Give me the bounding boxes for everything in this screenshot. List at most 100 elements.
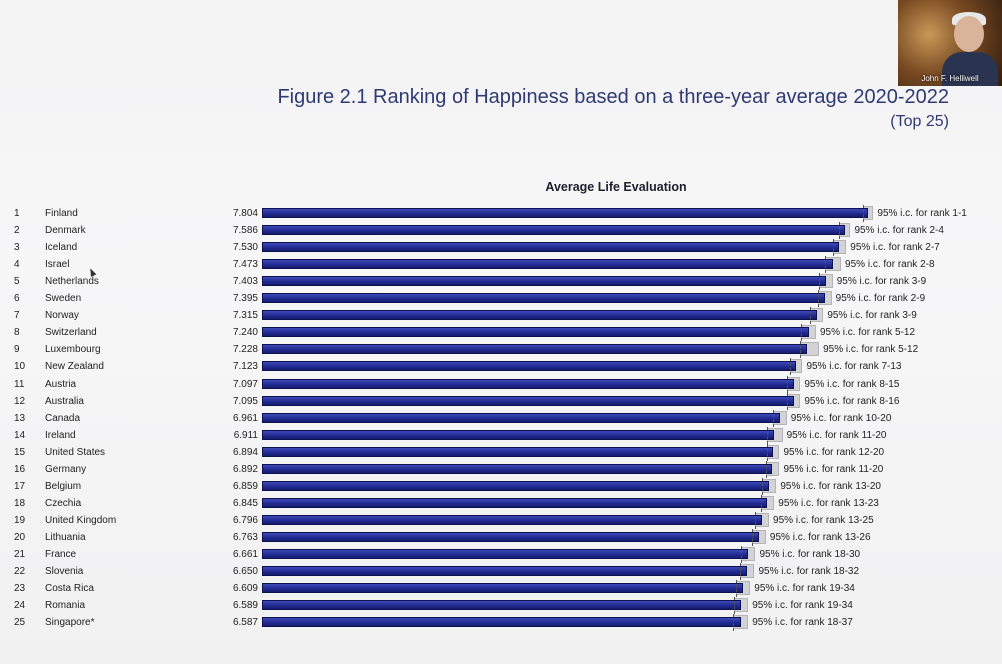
value-label: 6.859 xyxy=(232,480,258,492)
country-label: Iceland xyxy=(45,242,78,254)
confidence-interval-label: 95% i.c. for rank 12-20 xyxy=(783,446,885,458)
bar xyxy=(262,344,808,355)
rank-label: 13 xyxy=(14,412,26,424)
rank-label: 20 xyxy=(14,531,26,543)
rank-label: 15 xyxy=(14,446,26,458)
country-label: Norway xyxy=(45,310,79,322)
country-label: Costa Rica xyxy=(45,583,94,595)
bar xyxy=(262,566,748,577)
bar xyxy=(262,259,834,270)
confidence-interval-label: 95% i.c. for rank 11-20 xyxy=(783,463,884,475)
chart-row: 2 Denmark 7.586 95% i.c. for rank 2-4 xyxy=(0,222,1002,240)
bar xyxy=(262,310,817,321)
confidence-interval-marker xyxy=(832,239,834,257)
bar xyxy=(262,225,845,236)
bar xyxy=(262,327,809,338)
rank-label: 21 xyxy=(14,549,26,560)
value-label: 6.911 xyxy=(233,429,258,441)
chart-row: 1 Finland 7.804 95% i.c. for rank 1-1 xyxy=(0,205,1002,222)
chart-row: 20 Lithuania 6.763 95% i.c. for rank 13-26 xyxy=(0,528,1002,546)
confidence-interval-marker xyxy=(740,546,742,563)
value-label: 6.894 xyxy=(232,446,258,458)
confidence-interval-marker xyxy=(765,460,767,478)
country-label: Slovenia xyxy=(45,566,84,578)
rank-label: 1 xyxy=(14,208,20,219)
confidence-interval-marker xyxy=(755,511,757,529)
country-label: Lithuania xyxy=(45,531,86,543)
confidence-interval-marker xyxy=(766,443,768,461)
chart-row: 25 Singapore* 6.587 95% i.c. for rank 18-37 xyxy=(0,614,1002,632)
rank-label: 24 xyxy=(14,600,26,612)
bar xyxy=(262,617,741,628)
chart-row: 7 Norway 7.315 95% i.c. for rank 3-9 xyxy=(0,307,1002,325)
confidence-interval-label: 95% i.c. for rank 2-9 xyxy=(835,293,926,305)
country-label: Ireland xyxy=(45,429,76,441)
value-label: 7.530 xyxy=(232,242,258,254)
bar xyxy=(262,429,775,440)
chart-subtitle: (Top 25) xyxy=(890,113,949,130)
chart-row: 5 Netherlands 7.403 95% i.c. for rank 3-9 xyxy=(0,273,1002,291)
confidence-interval-label: 95% i.c. for rank 3-9 xyxy=(827,310,917,322)
chart-row: 10 New Zealand 7.123 95% i.c. for rank 7-13 xyxy=(0,358,1002,376)
chart-row: 13 Canada 6.961 95% i.c. for rank 10-20 xyxy=(0,409,1002,427)
confidence-interval-label: 95% i.c. for rank 1-1 xyxy=(877,208,967,219)
country-label: Germany xyxy=(45,463,87,475)
rank-label: 23 xyxy=(14,583,26,595)
value-label: 7.097 xyxy=(232,378,258,390)
confidence-interval-label: 95% i.c. for rank 13-26 xyxy=(769,531,871,543)
confidence-interval-label: 95% i.c. for rank 5-12 xyxy=(820,327,916,339)
country-label: Switzerland xyxy=(45,327,97,339)
confidence-interval-label: 95% i.c. for rank 19-34 xyxy=(752,600,853,612)
bar xyxy=(262,293,825,304)
chart-row: 21 France 6.661 95% i.c. for rank 18-30 xyxy=(0,546,1002,563)
confidence-interval-label: 95% i.c. for rank 18-37 xyxy=(752,617,853,629)
confidence-interval-label: 95% i.c. for rank 18-32 xyxy=(758,566,860,578)
country-label: United Kingdom xyxy=(45,514,117,526)
country-label: France xyxy=(45,549,77,560)
speaker-video-thumbnail[interactable]: John F. Helliwell xyxy=(898,0,1002,86)
confidence-interval-marker xyxy=(766,426,768,444)
country-label: Luxembourg xyxy=(45,344,101,356)
country-label: Netherlands xyxy=(45,276,99,288)
chart-row: 18 Czechia 6.845 95% i.c. for rank 13-23 xyxy=(0,494,1002,512)
confidence-interval-marker xyxy=(838,222,840,240)
confidence-interval-marker xyxy=(800,341,802,359)
confidence-interval-label: 95% i.c. for rank 3-9 xyxy=(836,276,927,288)
chart-row: 16 Germany 6.892 95% i.c. for rank 11-20 xyxy=(0,460,1002,478)
value-label: 6.650 xyxy=(232,566,258,578)
rank-label: 8 xyxy=(14,327,20,339)
value-label: 7.123 xyxy=(232,361,258,373)
rank-label: 16 xyxy=(14,463,26,475)
value-label: 6.609 xyxy=(232,583,258,595)
bar xyxy=(262,480,769,491)
chart-row: 24 Romania 6.589 95% i.c. for rank 19-34 xyxy=(0,597,1002,615)
bar xyxy=(262,583,743,594)
confidence-interval-marker xyxy=(862,205,864,222)
country-label: Canada xyxy=(45,412,81,424)
country-label: Belgium xyxy=(45,480,82,492)
value-label: 7.804 xyxy=(232,208,258,219)
bar xyxy=(262,497,768,508)
confidence-interval-marker xyxy=(773,409,775,427)
rank-label: 14 xyxy=(14,429,26,441)
rank-label: 4 xyxy=(14,259,20,271)
bar xyxy=(262,531,759,542)
rank-label: 17 xyxy=(14,480,26,492)
rank-label: 18 xyxy=(14,497,26,509)
bar xyxy=(262,276,826,287)
confidence-interval-marker xyxy=(818,290,820,308)
slide-edge-mark xyxy=(0,104,7,130)
confidence-interval-marker xyxy=(825,256,827,274)
rank-label: 12 xyxy=(14,395,26,407)
confidence-interval-marker xyxy=(809,307,811,325)
value-label: 6.796 xyxy=(232,514,258,526)
chart-row: 14 Ireland 6.911 95% i.c. for rank 11-20 xyxy=(0,426,1002,444)
country-label: Denmark xyxy=(45,225,86,237)
confidence-interval-label: 95% i.c. for rank 18-30 xyxy=(759,549,861,560)
chart-row: 12 Australia 7.095 95% i.c. for rank 8-16 xyxy=(0,392,1002,410)
confidence-interval-label: 95% i.c. for rank 8-15 xyxy=(804,378,900,390)
rank-label: 6 xyxy=(14,293,20,305)
bar xyxy=(262,378,794,389)
confidence-interval-label: 95% i.c. for rank 2-4 xyxy=(854,225,944,237)
rank-label: 9 xyxy=(14,344,20,356)
